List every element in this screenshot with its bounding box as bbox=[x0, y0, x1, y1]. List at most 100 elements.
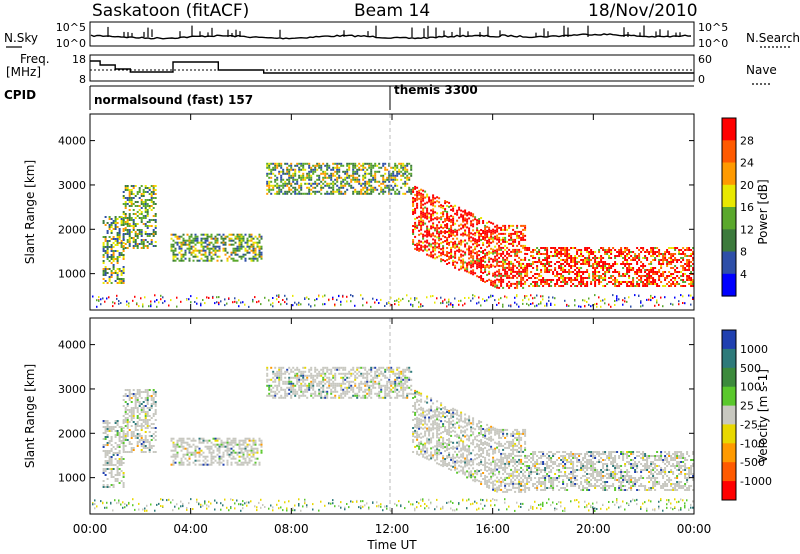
echo-cell bbox=[144, 233, 147, 235]
echo-cell bbox=[546, 261, 549, 263]
echo-cell bbox=[372, 178, 375, 181]
nsky-spikes bbox=[107, 25, 681, 37]
echo-cell bbox=[132, 393, 135, 395]
echo-cell bbox=[580, 285, 583, 287]
echo-cell bbox=[150, 191, 153, 193]
echo-cell bbox=[434, 229, 437, 232]
echo-cell bbox=[108, 428, 111, 430]
echo-cell bbox=[438, 201, 441, 204]
echo-cell bbox=[202, 233, 205, 236]
echo-cell bbox=[392, 186, 395, 189]
echo-cell bbox=[458, 216, 461, 219]
echo-cell bbox=[104, 224, 107, 226]
near-range-noise bbox=[98, 296, 100, 299]
echo-cell bbox=[152, 203, 155, 205]
echo-cell bbox=[114, 222, 117, 224]
echo-cell bbox=[144, 199, 147, 201]
echo-cell bbox=[144, 217, 147, 219]
echo-cell bbox=[254, 253, 257, 256]
echo-cell bbox=[660, 253, 663, 255]
echo-cell bbox=[188, 463, 191, 466]
echo-cell bbox=[488, 238, 491, 241]
echo-cell bbox=[628, 267, 631, 269]
echo-cell bbox=[300, 182, 303, 185]
echo-cell bbox=[134, 395, 137, 397]
echo-cell bbox=[152, 445, 155, 447]
echo-cell bbox=[142, 245, 145, 247]
echo-cell bbox=[482, 250, 485, 252]
echo-cell bbox=[110, 458, 113, 460]
near-range-noise bbox=[442, 300, 444, 303]
echo-cell bbox=[388, 180, 391, 183]
echo-cell bbox=[502, 286, 505, 289]
nsky-frame bbox=[89, 21, 695, 47]
echo-cell bbox=[136, 235, 139, 237]
echo-cell bbox=[176, 439, 179, 442]
echo-cell bbox=[250, 237, 253, 240]
echo-cell bbox=[474, 246, 477, 249]
echo-cell bbox=[318, 388, 321, 391]
echo-cell bbox=[322, 390, 325, 393]
echo-cell bbox=[200, 241, 203, 244]
echo-cell bbox=[136, 237, 139, 239]
echo-cell bbox=[122, 462, 125, 464]
echo-cell bbox=[444, 202, 447, 205]
echo-cell bbox=[670, 275, 673, 277]
echo-cell bbox=[180, 437, 183, 440]
echo-cell bbox=[664, 277, 667, 279]
echo-cell bbox=[196, 459, 199, 462]
echo-cell bbox=[678, 249, 681, 251]
echo-cell bbox=[458, 224, 461, 227]
near-range-noise bbox=[464, 297, 466, 299]
echo-cell bbox=[558, 277, 561, 279]
echo-cell bbox=[456, 219, 459, 222]
echo-cell bbox=[110, 470, 113, 472]
echo-cell bbox=[308, 384, 311, 387]
echo-cell bbox=[108, 268, 111, 270]
echo-cell bbox=[120, 254, 123, 256]
echo-cell bbox=[132, 213, 135, 215]
echo-cell bbox=[572, 257, 575, 259]
echo-cell bbox=[512, 250, 515, 253]
echo-cell bbox=[322, 170, 325, 173]
echo-cell bbox=[488, 244, 491, 247]
echo-cell bbox=[210, 241, 213, 244]
echo-cell bbox=[398, 172, 401, 175]
echo-cell bbox=[520, 236, 523, 239]
echo-cell bbox=[480, 257, 483, 259]
echo-cell bbox=[116, 444, 119, 446]
echo-cell bbox=[482, 260, 485, 262]
echo-cell bbox=[568, 277, 571, 279]
echo-cell bbox=[290, 174, 293, 177]
echo-cell bbox=[172, 449, 175, 452]
echo-cell bbox=[608, 267, 611, 269]
echo-cell bbox=[516, 248, 519, 251]
echo-cell bbox=[180, 243, 183, 246]
echo-cell bbox=[506, 270, 509, 273]
echo-cell bbox=[254, 235, 257, 238]
echo-cell bbox=[128, 237, 131, 239]
echo-cell bbox=[132, 223, 135, 225]
echo-cell bbox=[468, 231, 471, 234]
echo-cell bbox=[322, 366, 325, 369]
echo-cell bbox=[134, 185, 137, 187]
echo-cell bbox=[582, 279, 585, 281]
near-range-noise bbox=[340, 303, 342, 306]
echo-cell bbox=[280, 372, 283, 375]
echo-cell bbox=[446, 227, 449, 229]
echo-cell bbox=[432, 226, 435, 229]
echo-cell bbox=[524, 258, 527, 261]
echo-cell bbox=[400, 164, 403, 167]
echo-cell bbox=[518, 280, 521, 283]
echo-cell bbox=[502, 256, 505, 259]
echo-cell bbox=[116, 420, 119, 422]
echo-cell bbox=[132, 389, 135, 391]
echo-cell bbox=[128, 217, 131, 219]
echo-cell bbox=[592, 253, 595, 255]
echo-cell bbox=[154, 401, 157, 403]
echo-cell bbox=[592, 279, 595, 281]
echo-cell bbox=[320, 372, 323, 375]
echo-cell bbox=[578, 283, 581, 285]
echo-cell bbox=[592, 271, 595, 273]
echo-cell bbox=[176, 451, 179, 454]
